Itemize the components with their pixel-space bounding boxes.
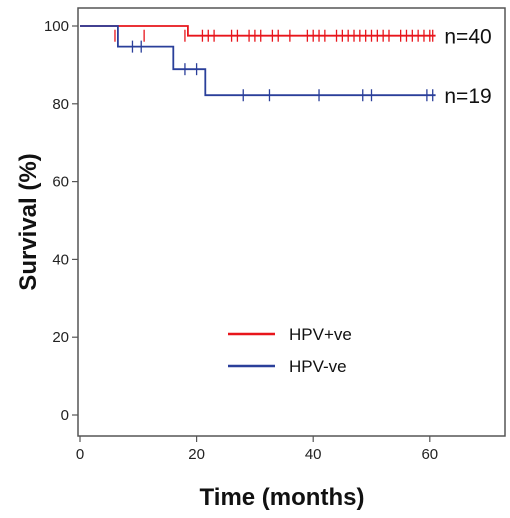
n-label-HPV+ve: n=40 [444,26,491,49]
x-tick-label: 20 [188,446,205,463]
x-tick-label: 60 [421,446,438,463]
y-tick-label: 0 [61,407,69,424]
survival-line-HPV+ve [80,25,436,37]
plot-area: 0 20 40 60 80 100 0 20 40 60 [44,7,506,463]
series-HPV+ve: n=40 [80,25,492,49]
legend-label-HPV-ve: HPV-ve [289,357,347,376]
y-axis-title: Survival (%) [15,153,42,290]
y-tick-label: 40 [52,251,69,268]
x-axis-title: Time (months) [200,484,365,511]
chart-marks: n=40 n=19 [80,25,492,108]
legend-label-HPV+ve: HPV+ve [289,325,352,344]
survival-line-HPV-ve [80,25,436,97]
series-HPV-ve: n=19 [80,25,492,108]
y-tick-label: 100 [44,18,69,35]
y-tick-label: 60 [52,174,69,191]
y-tick-label: 20 [52,329,69,346]
legend: HPV+ve HPV-ve [228,325,352,376]
plot-frame [77,7,506,437]
x-tick-label: 40 [305,446,322,463]
x-tick-label: 0 [76,446,84,463]
n-label-HPV-ve: n=19 [444,85,491,108]
y-tick-label: 80 [52,96,69,113]
